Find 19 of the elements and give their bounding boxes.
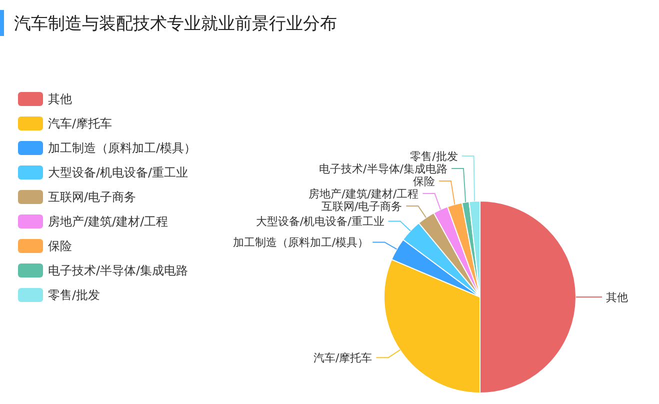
slice-label: 电子技术/半导体/集成电路 — [319, 162, 448, 176]
legend-label: 其他 — [48, 92, 72, 106]
legend-label: 汽车/摩托车 — [48, 116, 112, 130]
slice-label: 汽车/摩托车 — [314, 352, 372, 365]
slice-label: 加工制造（原料加工/模具） — [232, 236, 369, 250]
legend-label: 互联网/电子商务 — [48, 190, 136, 204]
legend-label: 零售/批发 — [48, 288, 100, 302]
slice-label: 房地产/建筑/建材/工程 — [308, 188, 419, 201]
slice-label: 互联网/电子商务 — [321, 200, 402, 214]
chart-title: 汽车制造与装配技术专业就业前景行业分布 — [14, 14, 337, 34]
slice-label: 大型设备/机电设备/重工业 — [256, 215, 384, 228]
slice-label: 零售/批发 — [410, 150, 458, 164]
legend-label: 电子技术/半导体/集成电路 — [48, 264, 188, 278]
legend-label: 房地产/建筑/建材/工程 — [48, 214, 168, 228]
legend-label: 大型设备/机电设备/重工业 — [48, 166, 188, 180]
slice-label: 其他 — [606, 291, 628, 304]
legend-label: 加工制造（原料加工/模具） — [48, 141, 196, 155]
legend-label: 保险 — [48, 239, 72, 253]
slice-label: 保险 — [412, 175, 435, 188]
